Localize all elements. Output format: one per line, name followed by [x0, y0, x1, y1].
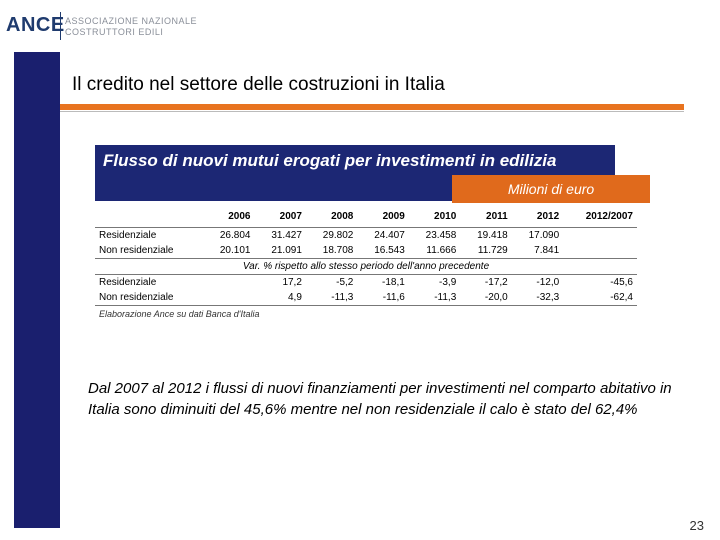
body-text: Dal 2007 al 2012 i flussi di nuovi finan… [88, 380, 672, 418]
table-cell: Var. % rispetto allo stesso periodo dell… [95, 258, 637, 275]
table-row: Var. % rispetto allo stesso periodo dell… [95, 258, 637, 275]
table-cell: 29.802 [322, 230, 354, 241]
table-cell: -45,6 [610, 277, 633, 288]
table-cell: 2010 [408, 205, 461, 228]
table-row: 2006 2007 2008 2009 2010 2011 2012 2012/2007 [95, 205, 637, 228]
table-cell: 20.101 [203, 243, 255, 259]
table-cell: 24.407 [374, 230, 405, 241]
table-cell: Elaborazione Ance su dati Banca d'Italia [99, 308, 260, 319]
table-cell: Non residenziale [95, 290, 203, 306]
unit-label: Milioni di euro [452, 175, 650, 203]
table-cell: -3,9 [439, 277, 457, 288]
table-cell: 7.841 [511, 243, 564, 259]
table-row: Elaborazione Ance su dati Banca d'Italia [95, 306, 637, 322]
table-cell: 19.418 [477, 230, 508, 241]
table-cell: 18.708 [305, 243, 358, 259]
table-cell: 26.804 [219, 230, 251, 241]
table-cell [203, 275, 254, 291]
table-cell: 17,2 [282, 277, 302, 288]
table-cell [563, 228, 637, 244]
table-row: Non residenziale 20.101 21.091 18.708 16.543… [95, 243, 637, 259]
table-row: Non residenziale 4,9 -11,3 -11,6 -11,3 -20,0-… [95, 290, 637, 306]
table-cell: -5,2 [336, 277, 354, 288]
table-cell: 2006 [203, 205, 255, 228]
table-cell: 2008 [305, 205, 358, 228]
box-title: Flusso di nuovi mutui erogati per invest… [95, 145, 615, 201]
table-cell: -17,2 [484, 277, 508, 288]
title-rule-shadow [60, 111, 684, 112]
table-cell: Non residenziale [95, 243, 203, 259]
table-cell: -62,4 [563, 290, 637, 306]
sidebar [14, 52, 60, 528]
table-cell: Residenziale [99, 230, 157, 241]
table-cell: -11,3 [408, 290, 461, 306]
table-cell: -32,3 [511, 290, 564, 306]
slide-title: Il credito nel settore delle costruzioni… [72, 74, 445, 95]
table-cell: 2007 [254, 205, 306, 228]
data-table: 2006 2007 2008 2009 2010 2011 2012 2012/2007 Res… [95, 205, 637, 321]
table-cell: 23.458 [425, 230, 457, 241]
table-cell: -12,0 [536, 277, 560, 288]
org-line: COSTRUTTORI EDILI [65, 27, 164, 37]
table-cell: 21.091 [254, 243, 306, 259]
logo-separator [60, 12, 61, 40]
table-cell [95, 205, 203, 228]
table-cell: 11.729 [460, 243, 512, 259]
table-cell: Residenziale [99, 277, 157, 288]
table-cell: -11,3 [305, 290, 358, 306]
table-cell: 2009 [357, 205, 409, 228]
table-cell: 2012/2007 [563, 205, 637, 228]
table-cell: -20,0 [460, 290, 512, 306]
table-cell: 2011 [460, 205, 512, 228]
table-cell: 4,9 [254, 290, 306, 306]
table-cell: -11,6 [357, 290, 409, 306]
page-number: 23 [689, 518, 704, 533]
table-cell: -18,1 [382, 277, 405, 288]
table-cell: 2012 [511, 205, 564, 228]
table-row: Residenziale 26.804 31.427 29.802 24.407 23.4… [95, 228, 637, 244]
org-name: ASSOCIAZIONE NAZIONALE COSTRUTTORI EDILI [65, 16, 197, 38]
org-line: ASSOCIAZIONE NAZIONALE [65, 16, 198, 26]
table-cell: 11.666 [408, 243, 461, 259]
table-row: Residenziale 17,2 -5,2 -18,1 -3,9 -17,2 -12,0 -… [95, 275, 637, 291]
table-cell [203, 290, 255, 306]
logo: ANCE [6, 14, 65, 36]
table-cell [563, 243, 637, 259]
table-cell: 17.090 [528, 230, 560, 241]
table-cell: 31.427 [271, 230, 302, 241]
title-rule [60, 104, 684, 110]
table-cell: 16.543 [357, 243, 409, 259]
